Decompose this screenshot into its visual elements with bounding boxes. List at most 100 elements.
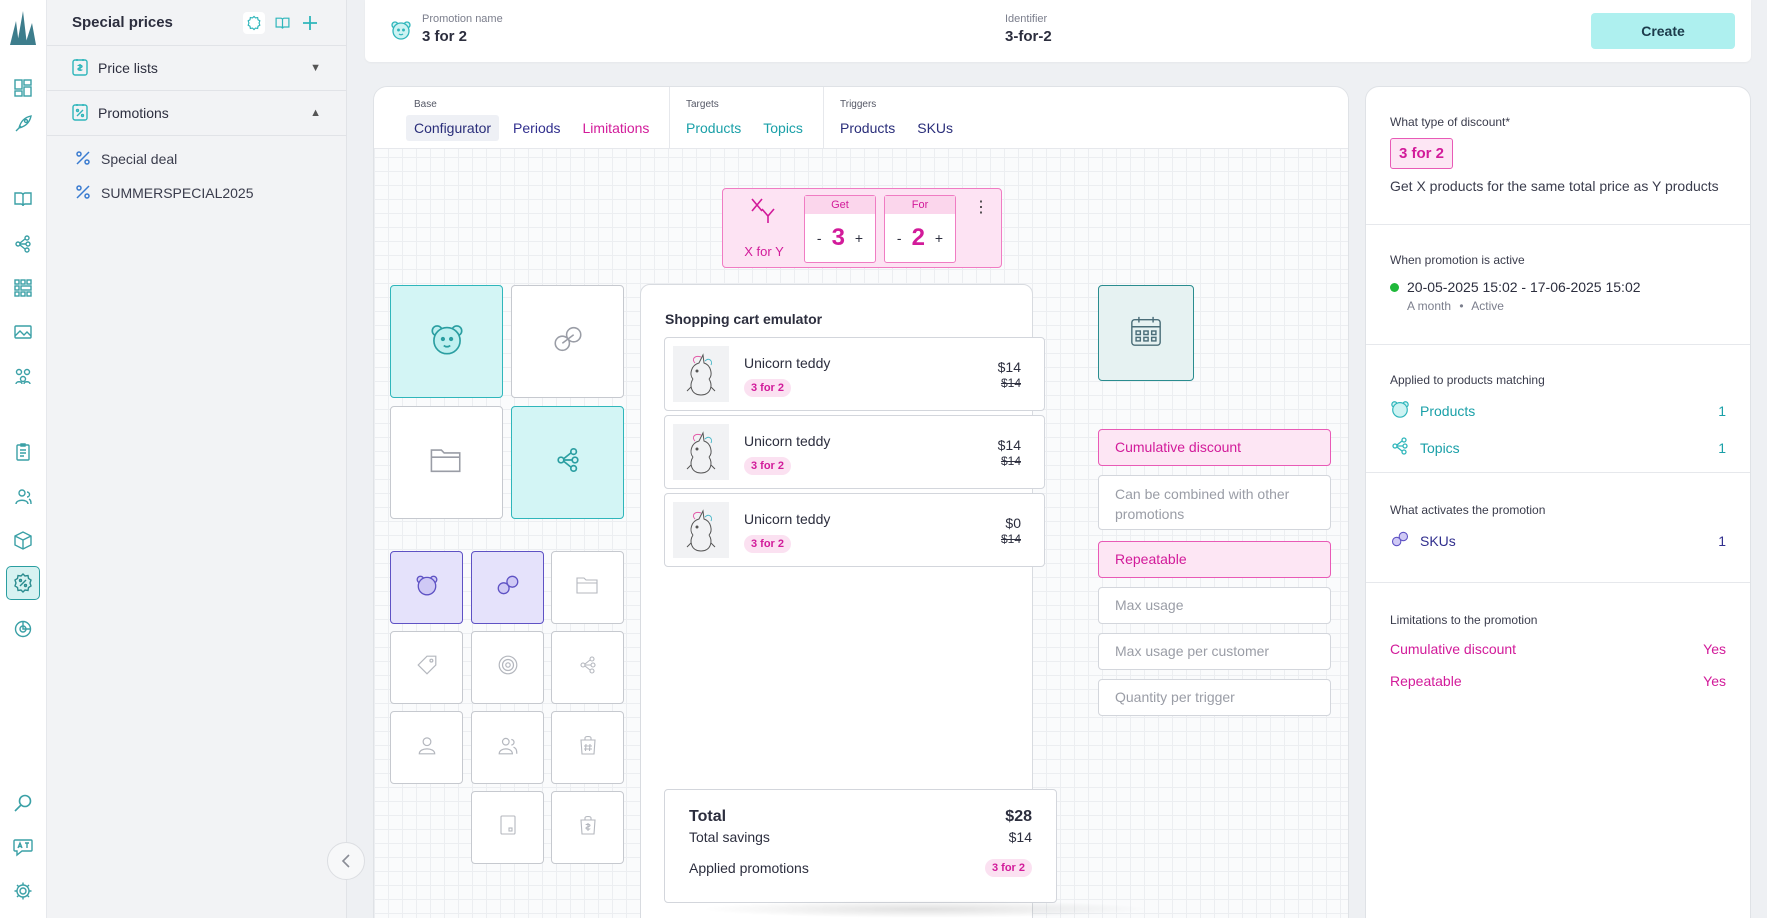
promotion-summary: What type of discount* 3 for 2 Get X pro…: [1365, 86, 1751, 918]
limit-cumulative-row[interactable]: Cumulative discount Yes: [1390, 641, 1726, 657]
applied-promotion-badge: 3 for 2: [984, 859, 1032, 877]
folder-icon: [430, 445, 464, 480]
promotion-name-field[interactable]: Promotion name 3 for 2: [422, 13, 503, 45]
target-topics-tile[interactable]: [511, 406, 624, 519]
trigger-customer-tile[interactable]: [390, 711, 463, 784]
customer-icon: [416, 734, 438, 761]
target-products-tile[interactable]: [390, 285, 503, 398]
cart-total: Total $28 Total savings $14 Applied promot…: [664, 789, 1057, 903]
tab-limitations[interactable]: Limitations: [582, 120, 650, 136]
cart-item[interactable]: Unicorn teddy 3 for 2 $14 $14: [664, 415, 1045, 489]
periods-calendar-tile[interactable]: [1098, 285, 1194, 381]
cart-item[interactable]: Unicorn teddy 3 for 2 $14 $14: [664, 337, 1045, 411]
tab-target-products[interactable]: Products: [686, 120, 742, 136]
shopping-cart-emulator: Shopping cart emulator Unicorn teddy 3 f…: [640, 284, 1057, 918]
topics-icon[interactable]: [10, 231, 36, 257]
trigger-tag-tile[interactable]: [390, 631, 463, 704]
translate-icon[interactable]: [10, 834, 36, 860]
trigger-products-tile[interactable]: [390, 551, 463, 624]
applied-products-row[interactable]: Products 1: [1390, 399, 1726, 422]
cart-item[interactable]: Unicorn teddy 3 for 2 $0 $14: [664, 493, 1045, 567]
trigger-page-tile[interactable]: [471, 791, 544, 864]
promotion-item-special-deal[interactable]: Special deal: [47, 142, 346, 176]
summary-heading: Limitations to the promotion: [1390, 613, 1538, 627]
item-price: $0: [1005, 515, 1021, 531]
teddy-icon: [390, 19, 412, 46]
trigger-code-tile[interactable]: [551, 711, 624, 784]
summary-heading: What type of discount*: [1390, 115, 1511, 129]
customers-icon[interactable]: [10, 483, 36, 509]
option-cumulative-discount[interactable]: Cumulative discount: [1098, 429, 1331, 466]
tab-group-label: Base: [414, 99, 437, 110]
tab-periods[interactable]: Periods: [513, 120, 561, 136]
unicorn-teddy-image: [673, 424, 729, 480]
create-button[interactable]: Create: [1591, 13, 1735, 49]
limit-repeatable-row[interactable]: Repeatable Yes: [1390, 673, 1726, 689]
limit-label: Repeatable: [1390, 673, 1462, 689]
trigger-skus-tile[interactable]: [471, 551, 544, 624]
more-options-icon[interactable]: ⋮: [973, 199, 989, 216]
activates-label: SKUs: [1420, 532, 1456, 549]
catalog-icon[interactable]: [10, 275, 36, 301]
collapse-panel-button[interactable]: [327, 842, 365, 880]
option-max-usage[interactable]: Max usage: [1098, 587, 1331, 624]
option-repeatable[interactable]: Repeatable: [1098, 541, 1331, 578]
item-name: Unicorn teddy: [744, 355, 831, 371]
section-price-lists[interactable]: Price lists ▼: [47, 46, 346, 91]
limit-value: Yes: [1703, 673, 1726, 689]
tab-trigger-products[interactable]: Products: [840, 120, 896, 136]
active-period: 20-05-2025 15:02 - 17-06-2025 15:02: [1407, 279, 1641, 295]
activates-skus-row[interactable]: SKUs 1: [1390, 529, 1726, 552]
savings-value: $14: [1008, 829, 1032, 845]
target-skus-tile[interactable]: [511, 285, 624, 398]
option-quantity-per-trigger[interactable]: Quantity per trigger: [1098, 679, 1331, 716]
tab-bar: Base Configurator Periods Limitations Ta…: [374, 87, 1348, 149]
tab-trigger-skus[interactable]: SKUs: [917, 120, 954, 136]
calendar-icon: [1129, 314, 1163, 353]
option-combinable[interactable]: Can be combined with other promotions: [1098, 475, 1331, 530]
book-view-icon[interactable]: [271, 12, 293, 34]
get-stepper: Get - 3 +: [804, 195, 876, 263]
price-tag-icon: [416, 654, 438, 681]
box-icon[interactable]: [10, 527, 36, 553]
chevron-down-icon[interactable]: ▼: [310, 62, 321, 74]
discount-view-icon[interactable]: [243, 11, 265, 34]
clipboard-icon[interactable]: [10, 439, 36, 465]
trigger-target-tile[interactable]: [471, 631, 544, 704]
trigger-folder-tile[interactable]: [551, 551, 624, 624]
trigger-topics-tile[interactable]: [551, 631, 624, 704]
identifier-field[interactable]: Identifier 3-for-2: [1005, 13, 1052, 45]
applied-count: 1: [1718, 439, 1726, 456]
target-icon: [497, 654, 519, 681]
section-promotions[interactable]: Promotions ▲: [47, 91, 346, 136]
separator-dot: •: [1459, 299, 1464, 313]
book-icon[interactable]: [10, 186, 36, 212]
chart-icon[interactable]: [10, 616, 36, 642]
applied-topics-row[interactable]: Topics 1: [1390, 436, 1726, 459]
add-icon[interactable]: [299, 12, 321, 34]
promotion-item-summerspecial2025[interactable]: SUMMERSPECIAL2025: [47, 176, 346, 210]
trigger-customer-group-tile[interactable]: [471, 711, 544, 784]
tab-target-topics[interactable]: Topics: [763, 120, 803, 136]
for-decrement-button[interactable]: -: [896, 230, 902, 246]
dashboard-icon[interactable]: [10, 75, 36, 101]
item-old-price: $14: [1000, 376, 1021, 390]
for-increment-button[interactable]: +: [934, 230, 944, 246]
logo-icon[interactable]: [6, 8, 40, 48]
get-decrement-button[interactable]: -: [816, 230, 822, 246]
gear-icon[interactable]: [10, 878, 36, 904]
item-price: $14: [997, 437, 1021, 453]
search-icon[interactable]: [10, 790, 36, 816]
tab-configurator[interactable]: Configurator: [406, 115, 500, 141]
discount-type-badge[interactable]: 3 for 2: [1390, 138, 1454, 169]
get-increment-button[interactable]: +: [854, 230, 864, 246]
rocket-icon[interactable]: [10, 111, 36, 137]
chevron-up-icon[interactable]: ▲: [310, 107, 321, 119]
customer-group-icon: [497, 734, 519, 761]
discount-icon[interactable]: [6, 566, 40, 600]
image-icon[interactable]: [10, 319, 36, 345]
option-max-usage-per-customer[interactable]: Max usage per customer: [1098, 633, 1331, 670]
people-network-icon[interactable]: [10, 363, 36, 389]
trigger-money-bag-tile[interactable]: [551, 791, 624, 864]
target-folder-tile[interactable]: [390, 406, 503, 519]
